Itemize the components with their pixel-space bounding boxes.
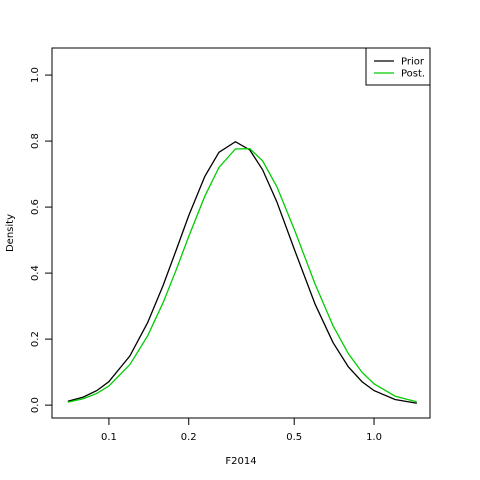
series-line xyxy=(67,140,417,404)
y-tick-label: 0.0 xyxy=(30,397,41,413)
x-tick-label: 0.2 xyxy=(181,432,197,443)
plot-frame xyxy=(51,47,431,419)
y-tick-label: 0.8 xyxy=(30,133,41,149)
x-tick-label: 0.1 xyxy=(101,432,117,443)
y-tick-label: 0.2 xyxy=(30,331,41,347)
series-line xyxy=(67,148,417,403)
y-tick-label: 0.4 xyxy=(30,265,41,281)
y-tick-label: 0.6 xyxy=(30,199,41,215)
legend-label: Prior xyxy=(401,57,425,68)
y-tick-label: 1.0 xyxy=(30,67,41,83)
legend-label: Post. xyxy=(401,69,425,80)
x-tick-label: 1.0 xyxy=(366,432,382,443)
legend-box xyxy=(365,47,431,86)
x-axis-label: F2014 xyxy=(225,456,256,467)
x-tick-label: 0.5 xyxy=(286,432,302,443)
y-axis-label: Density xyxy=(5,214,16,252)
